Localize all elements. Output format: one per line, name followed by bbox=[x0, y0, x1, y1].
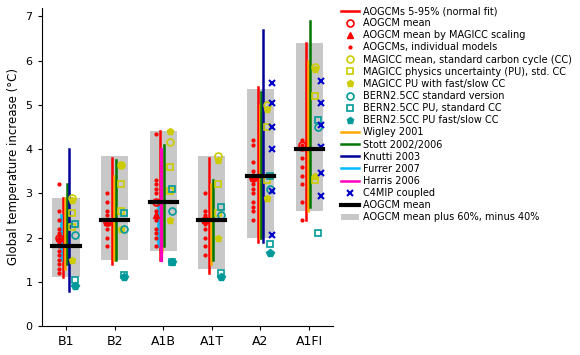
Bar bbox=[150, 131, 177, 251]
Bar bbox=[247, 89, 274, 237]
Y-axis label: Global temperature increase (°C): Global temperature increase (°C) bbox=[7, 68, 20, 265]
Bar bbox=[198, 156, 226, 268]
Bar bbox=[295, 43, 322, 211]
Bar bbox=[101, 156, 128, 260]
Legend: AOGCMs 5-95% (normal fit), AOGCM mean, AOGCM mean by MAGICC scaling, AOGCMs, ind: AOGCMs 5-95% (normal fit), AOGCM mean, A… bbox=[341, 6, 571, 222]
Bar bbox=[52, 198, 79, 277]
